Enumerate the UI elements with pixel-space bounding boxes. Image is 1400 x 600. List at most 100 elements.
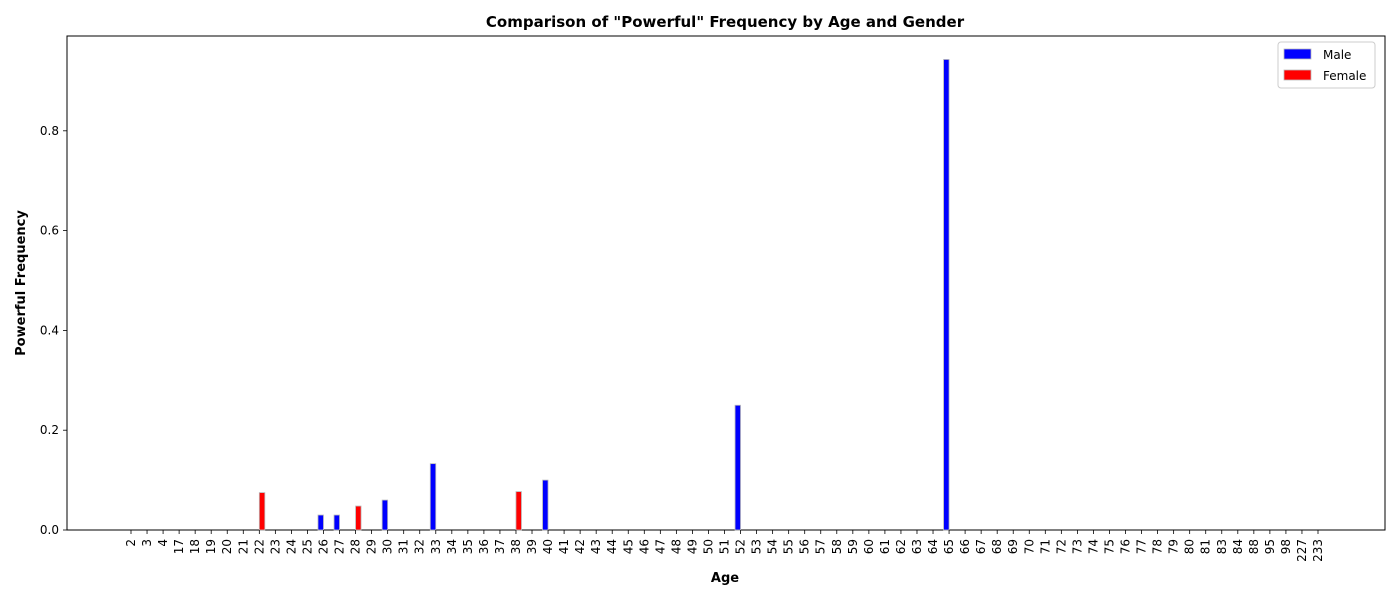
y-tick-label: 0.0 — [40, 523, 59, 537]
x-tick-label: 36 — [477, 539, 491, 554]
legend-label-female: Female — [1323, 69, 1366, 83]
x-tick-label: 55 — [782, 539, 796, 554]
plot-area — [66, 35, 1386, 531]
x-tick-label: 51 — [718, 539, 732, 554]
x-tick-label: 21 — [236, 539, 250, 554]
x-tick-label: 69 — [1006, 539, 1020, 554]
x-tick-label: 81 — [1199, 539, 1213, 554]
bar-male-age-26 — [317, 514, 324, 531]
x-tick-label: 95 — [1263, 539, 1277, 554]
x-tick-label: 2 — [124, 539, 138, 547]
x-tick-label: 88 — [1247, 539, 1261, 554]
x-tick-label: 233 — [1311, 539, 1325, 562]
x-tick-label: 37 — [493, 539, 507, 554]
y-tick-label: 0.6 — [40, 224, 59, 238]
x-tick-label: 52 — [734, 539, 748, 554]
x-tick-label: 72 — [1054, 539, 1068, 554]
x-tick-label: 83 — [1215, 539, 1229, 554]
x-tick-label: 40 — [541, 539, 555, 554]
x-tick-label: 62 — [894, 539, 908, 554]
x-tick-label: 17 — [172, 539, 186, 554]
y-axis-label: Powerful Frequency — [14, 210, 29, 356]
x-tick-label: 73 — [1070, 539, 1084, 554]
x-axis-label: Age — [711, 571, 739, 586]
x-tick-label: 19 — [204, 539, 218, 554]
x-tick-label: 58 — [830, 539, 844, 554]
x-tick-label: 47 — [653, 539, 667, 554]
x-tick-label: 18 — [188, 539, 202, 554]
x-tick-label: 64 — [926, 539, 940, 554]
x-tick-label: 67 — [974, 539, 988, 554]
x-tick-label: 34 — [445, 539, 459, 554]
x-tick-label: 41 — [557, 539, 571, 554]
x-tick-label: 65 — [942, 539, 956, 554]
x-tick-label: 227 — [1295, 539, 1309, 562]
x-tick-label: 33 — [429, 539, 443, 554]
x-tick-label: 60 — [862, 539, 876, 554]
x-tick-label: 57 — [814, 539, 828, 554]
x-tick-label: 46 — [637, 539, 651, 554]
x-tick-label: 27 — [333, 539, 347, 554]
x-tick-label: 31 — [397, 539, 411, 554]
x-tick-label: 32 — [413, 539, 427, 554]
bar-female-age-28 — [355, 505, 362, 531]
x-tick-label: 79 — [1167, 539, 1181, 554]
bar-male-age-33 — [429, 463, 437, 531]
x-tick-label: 39 — [525, 539, 539, 554]
x-tick-label: 63 — [910, 539, 924, 554]
legend: Male Female — [1277, 41, 1376, 89]
bar-male-age-30 — [381, 499, 389, 531]
x-tick-label: 61 — [878, 539, 892, 554]
x-tick-label: 54 — [766, 539, 780, 554]
bar-female-age-38 — [515, 491, 522, 531]
y-tick-label: 0.4 — [40, 323, 59, 337]
x-tick-label: 25 — [300, 539, 314, 554]
x-tick-label: 75 — [1102, 539, 1116, 554]
x-tick-label: 42 — [573, 539, 587, 554]
x-tick-label: 29 — [365, 539, 379, 554]
x-tick-label: 84 — [1231, 539, 1245, 554]
x-tick-label: 28 — [349, 539, 363, 554]
x-tick-label: 56 — [798, 539, 812, 554]
bar-male-age-65 — [943, 59, 950, 531]
x-tick-label: 80 — [1183, 539, 1197, 554]
x-tick-label: 48 — [669, 539, 683, 554]
x-tick-label: 20 — [220, 539, 234, 554]
x-tick-label: 50 — [701, 539, 715, 554]
bar-male-age-52 — [734, 404, 741, 531]
x-tick-label: 74 — [1086, 539, 1100, 554]
bars-group — [258, 59, 950, 531]
x-tick-label: 70 — [1022, 539, 1036, 554]
legend-swatch-female — [1283, 69, 1312, 81]
x-tick-label: 53 — [750, 539, 764, 554]
y-tick-label: 0.2 — [40, 423, 59, 437]
chart-title: Comparison of "Powerful" Frequency by Ag… — [486, 13, 965, 31]
x-tick-label: 38 — [509, 539, 523, 554]
x-tick-label: 43 — [589, 539, 603, 554]
x-tick-label: 59 — [846, 539, 860, 554]
x-tick-label: 3 — [140, 539, 154, 547]
x-tick-label: 26 — [316, 539, 330, 554]
legend-label-male: Male — [1323, 48, 1351, 62]
x-tick-label: 71 — [1038, 539, 1052, 554]
x-tick-label: 23 — [268, 539, 282, 554]
bar-male-age-40 — [542, 479, 549, 531]
x-tick-label: 49 — [685, 539, 699, 554]
x-tick-label: 35 — [461, 539, 475, 554]
x-tick-label: 30 — [381, 539, 395, 554]
x-tick-label: 45 — [621, 539, 635, 554]
x-tick-label: 76 — [1119, 539, 1133, 554]
x-tick-label: 98 — [1279, 539, 1293, 554]
x-tick-label: 77 — [1135, 539, 1149, 554]
bar-female-age-22 — [258, 492, 266, 531]
bar-male-age-27 — [333, 514, 340, 531]
y-ticks-group: 0.0 0.2 0.4 0.6 0.8 — [40, 124, 67, 537]
legend-swatch-male — [1283, 48, 1312, 60]
x-tick-label: 66 — [958, 539, 972, 554]
x-tick-label: 78 — [1151, 539, 1165, 554]
x-tick-label: 68 — [990, 539, 1004, 554]
x-tick-label: 24 — [284, 539, 298, 554]
x-ticks-group: 2 3 4 17 18 19 20 21 22 23 24 25 26 27 28 29 30 31 32 33 34 3… — [124, 530, 1325, 562]
